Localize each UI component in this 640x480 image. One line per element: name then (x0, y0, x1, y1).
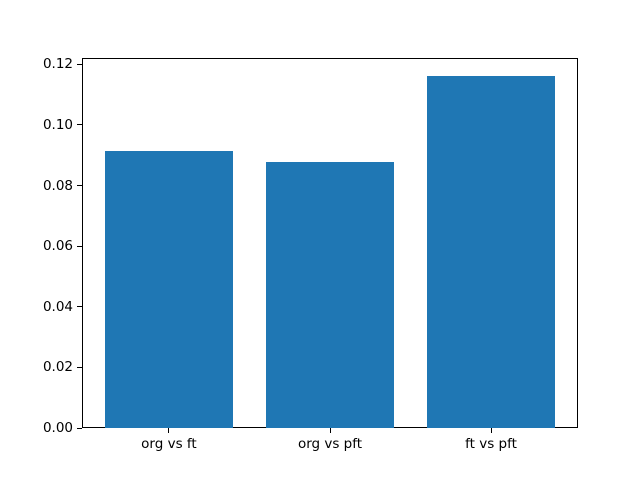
x-tick-mark (490, 428, 492, 433)
y-tick-mark (77, 185, 82, 187)
y-tick-label: 0.06 (42, 238, 73, 255)
bar-org-vs-ft (104, 150, 234, 428)
y-tick-mark (77, 63, 82, 65)
y-tick-label: 0.08 (42, 177, 73, 194)
y-tick-mark (77, 124, 82, 126)
bar-org-vs-pft (265, 161, 395, 428)
y-tick-label: 0.02 (42, 359, 73, 376)
y-tick-mark (77, 366, 82, 368)
y-tick-label: 0.00 (42, 420, 73, 436)
x-tick-label: org vs ft (141, 436, 197, 452)
x-tick-label: ft vs pft (465, 436, 517, 452)
y-tick-mark (77, 306, 82, 308)
y-tick-label: 0.04 (42, 298, 73, 315)
y-tick-label: 0.12 (42, 56, 73, 73)
y-tick-mark (77, 427, 82, 429)
x-tick-mark (329, 428, 331, 433)
bar-ft-vs-pft (426, 75, 556, 428)
y-tick-label: 0.10 (42, 116, 73, 133)
x-tick-label: org vs pft (297, 436, 363, 452)
y-tick-mark (77, 245, 82, 247)
x-tick-mark (168, 428, 170, 433)
